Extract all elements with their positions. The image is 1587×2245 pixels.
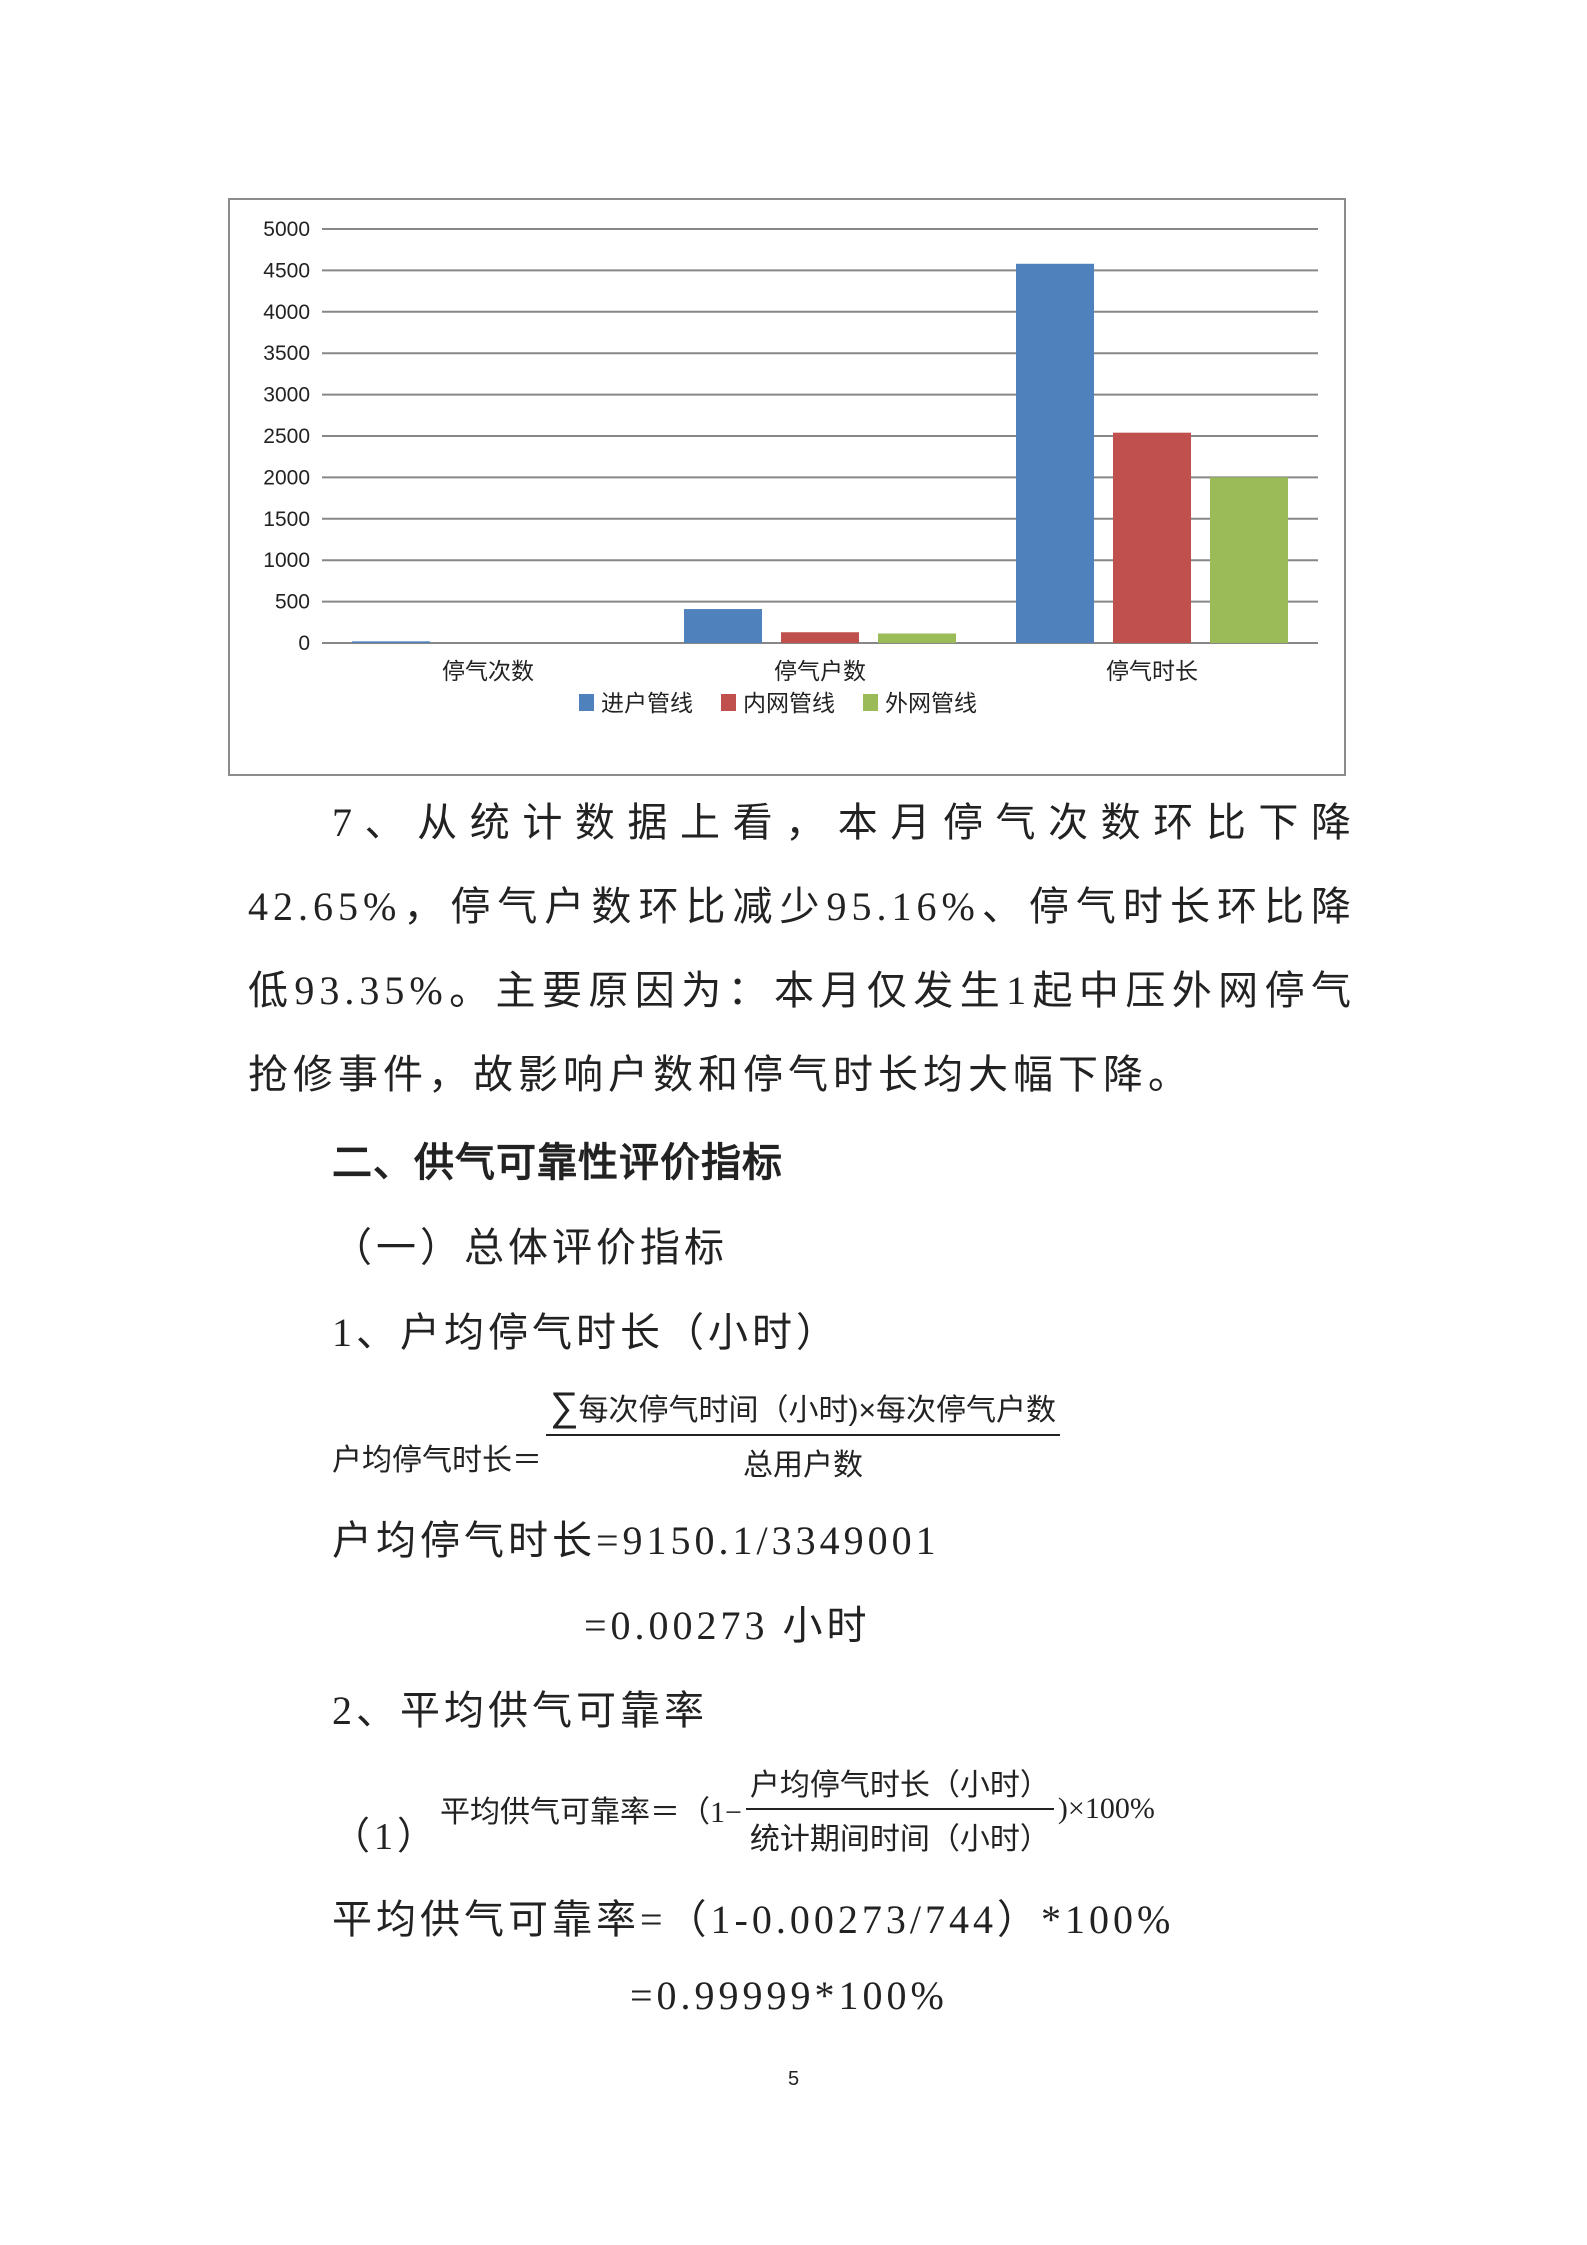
item-2-title: 2、平均供气可靠率 — [332, 1688, 708, 1733]
formula-numerator: ∑每次停气时间（小时)×每次停气户数 — [546, 1385, 1061, 1436]
section-heading: 二、供气可靠性评价指标 — [332, 1141, 783, 1185]
bar-2-2 — [1210, 477, 1288, 643]
legend-swatch — [863, 694, 878, 711]
subsection-heading: （一）总体评价指标 — [332, 1225, 728, 1270]
legend-label: 外网管线 — [885, 690, 977, 716]
y-tick-label: 2000 — [263, 466, 310, 489]
paragraph-7: 7、从统计数据上看，本月停气次数环比下降42.65%，停气户数环比减少95.16… — [248, 800, 1356, 1097]
numerator-text: 每次停气时间（小时)×每次停气户数 — [578, 1394, 1057, 1427]
legend-label: 内网管线 — [743, 690, 835, 716]
formula-2-rhs: )×100% — [1057, 1792, 1155, 1825]
formula-avg-reliability: 平均供气可靠率＝（1− 户均停气时长（小时） 统计期间时间（小时） )×100% — [440, 1760, 1155, 1858]
sigma-symbol: ∑ — [550, 1385, 579, 1429]
calc-1-line-2: =0.00273 小时 — [584, 1603, 871, 1648]
item-1-title: 1、户均停气时长（小时） — [332, 1310, 840, 1355]
formula-avg-outage-duration: 户均停气时长＝ ∑每次停气时间（小时)×每次停气户数 总用户数 — [332, 1385, 1064, 1484]
y-tick-label: 3000 — [263, 384, 310, 407]
calc-2-line-2: =0.99999*100% — [630, 1973, 948, 2018]
page-number: 5 — [787, 2068, 800, 2090]
legend-swatch — [579, 694, 594, 711]
y-tick-label: 2500 — [263, 425, 310, 448]
formula-fraction: ∑每次停气时间（小时)×每次停气户数 总用户数 — [546, 1385, 1061, 1484]
bar-1-1 — [781, 632, 859, 643]
x-tick-label: 停气次数 — [442, 658, 534, 684]
y-tick-label: 1000 — [263, 549, 310, 572]
formula-2-label: （1） — [332, 1816, 440, 1858]
calc-1-line-1: 户均停气时长=9150.1/3349001 — [332, 1518, 940, 1563]
bar-0-2 — [1016, 263, 1094, 643]
legend-label: 进户管线 — [601, 690, 693, 716]
formula-2-denominator: 统计期间时间（小时） — [749, 1823, 1050, 1856]
bar-1-2 — [1113, 432, 1191, 643]
y-tick-label: 4000 — [263, 301, 310, 324]
bar-0-1 — [684, 609, 762, 643]
legend-swatch — [721, 694, 736, 711]
formula-2-numerator: 户均停气时长（小时） — [745, 1760, 1054, 1810]
y-tick-label: 0 — [298, 632, 310, 655]
formula-2-fraction: 户均停气时长（小时） 统计期间时间（小时） — [745, 1760, 1054, 1858]
y-tick-label: 5000 — [263, 218, 310, 241]
x-tick-label: 停气时长 — [1106, 658, 1198, 684]
y-tick-label: 4500 — [263, 259, 310, 282]
bar-2-1 — [878, 633, 956, 643]
formula-denominator: 总用户数 — [743, 1449, 864, 1482]
formula-lhs: 户均停气时长＝ — [332, 1443, 542, 1477]
x-tick-label: 停气户数 — [774, 658, 866, 684]
y-tick-label: 3500 — [263, 342, 310, 365]
chart-canvas: 0 500 1000 1500 2000 2500 3000 3500 4000 4500 5000… — [263, 218, 1318, 716]
bar-chart: 0 500 1000 1500 2000 2500 3000 3500 4000 4500 5000… — [228, 198, 1346, 776]
y-tick-label: 500 — [275, 591, 310, 614]
y-tick-label: 1500 — [263, 508, 310, 531]
formula-2-lhs: 平均供气可靠率＝（1− — [440, 1796, 742, 1829]
calc-2-line-1: 平均供气可靠率=（1-0.00273/744）*100% — [332, 1897, 1175, 1942]
bar-0-0 — [352, 641, 430, 643]
